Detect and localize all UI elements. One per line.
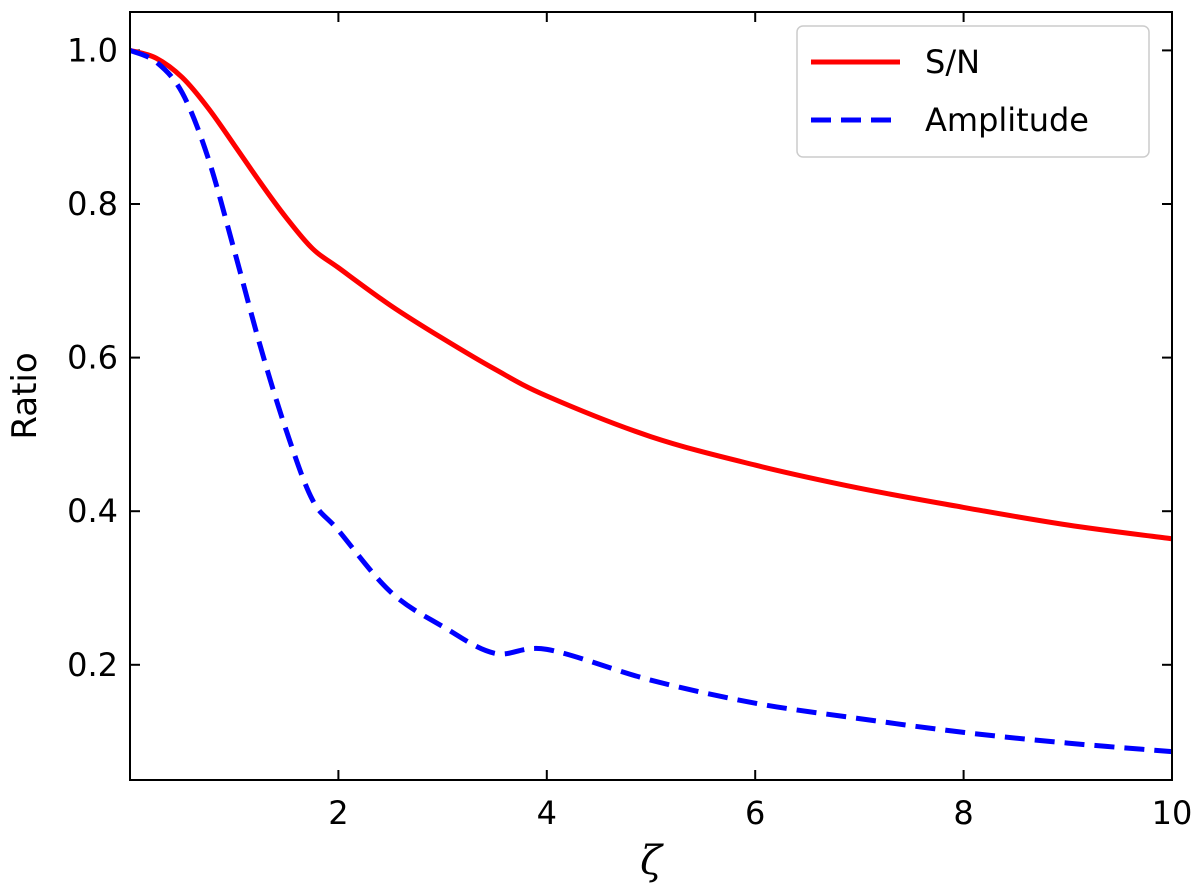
y-axis-ticks: 0.2 0.4 0.6 0.8 1.0	[67, 31, 1172, 684]
y-axis-label: Ratio	[5, 352, 45, 439]
legend-label-amplitude: Amplitude	[925, 101, 1089, 139]
plot-frame	[129, 11, 1173, 781]
legend-box	[796, 25, 1150, 158]
x-tick-label: 10	[1152, 794, 1193, 832]
y-tick-label: 0.2	[67, 646, 118, 684]
legend-label-sn: S/N	[925, 43, 980, 81]
series-layer	[128, 47, 1173, 755]
y-tick-label: 0.6	[67, 339, 118, 377]
x-axis-label: ζ	[640, 838, 664, 883]
x-tick-label: 2	[328, 794, 348, 832]
x-axis-ticks: 2 4 6 8 10	[328, 12, 1192, 832]
series-line-sn	[129, 47, 1173, 542]
y-tick-label: 1.0	[67, 31, 118, 69]
x-tick-label: 6	[745, 794, 765, 832]
legend: S/N Amplitude	[796, 25, 1150, 158]
y-tick-label: 0.8	[67, 185, 118, 223]
series-line-amplitude	[128, 48, 1173, 755]
y-tick-label: 0.4	[67, 492, 118, 530]
x-tick-label: 8	[953, 794, 973, 832]
x-tick-label: 4	[537, 794, 557, 832]
